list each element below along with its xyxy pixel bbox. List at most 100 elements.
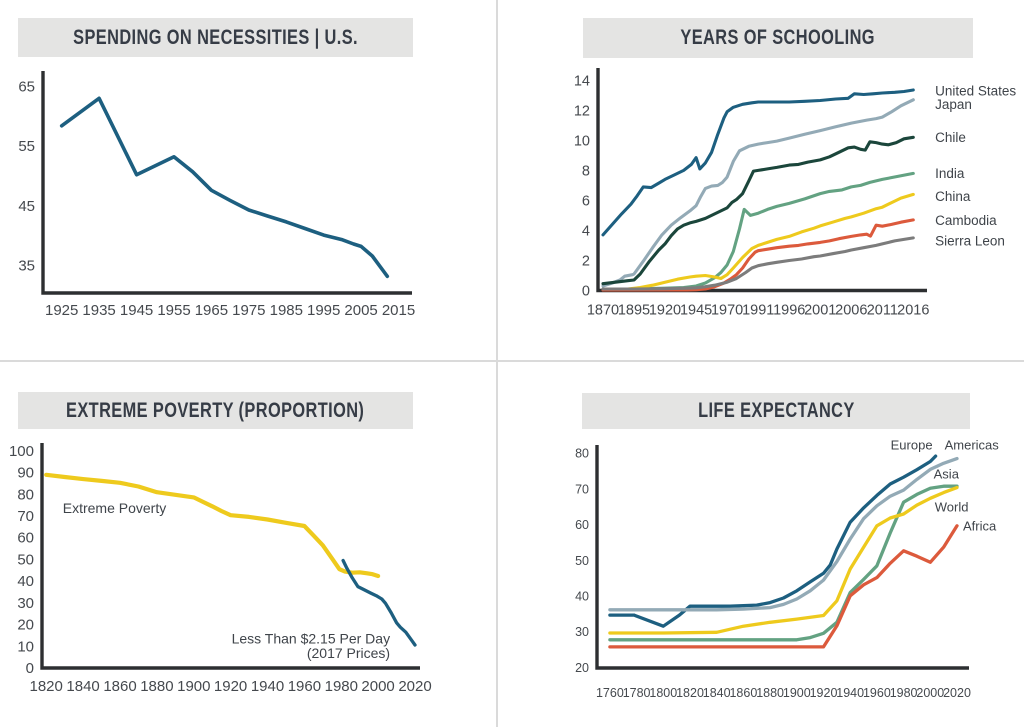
x-tick-label: 1900	[783, 686, 811, 700]
x-tick-label: 2016	[897, 303, 929, 319]
x-tick-label: 1940	[251, 678, 284, 695]
x-tick-label: 1996	[773, 303, 805, 319]
series-americas	[608, 456, 959, 612]
spending-necessities-chart: 35 45 55 65 1925 1935 1945 1955 1965 1975 1985 1995…	[0, 0, 497, 361]
x-tick-label: 1960	[863, 686, 891, 700]
x-tick-label: 1945	[680, 303, 712, 319]
series-label: China	[935, 189, 971, 204]
y-tick-label: 70	[575, 482, 589, 496]
x-tick-label: 1870	[587, 303, 619, 319]
x-tick-label: 1840	[703, 686, 731, 700]
series-sierra-leon	[601, 236, 915, 291]
series-extreme-poverty	[44, 472, 381, 579]
x-tick-label: 1970	[711, 303, 743, 319]
years-of-schooling-svg: 0246810121418701895192019451970199119962…	[574, 68, 1016, 319]
y-tick-label: 10	[574, 133, 590, 149]
chart-title-bar: EXTREME POVERTY (PROPORTION)	[18, 392, 413, 429]
years-of-schooling-chart: 0 2 4 6 8 10 12 14 1870 1895 1920 1945 1970 1991 1996 2…	[497, 0, 1024, 361]
x-tick-label: 2001	[804, 303, 836, 319]
y-tick-label: 100	[9, 443, 34, 460]
x-tick-label: 1980	[890, 686, 918, 700]
x-tick-label: 1985	[270, 302, 303, 319]
annotation: Less Than $2.15 Per Day	[232, 631, 391, 647]
series-label: United States	[935, 83, 1016, 98]
x-tick-label: 1895	[618, 303, 650, 319]
axis-lines	[595, 445, 969, 670]
y-tick-label: 50	[575, 554, 589, 568]
y-tick-label: 4	[582, 223, 590, 239]
annotation: (2017 Prices)	[307, 645, 390, 661]
axis-lines	[41, 71, 412, 295]
series-less-than-2-15-per-day-2017-prices-	[341, 558, 417, 647]
y-tick-label: 6	[582, 193, 590, 209]
x-tick-label: 1920	[649, 303, 681, 319]
series-spending-on-necessities-u-s-	[59, 96, 390, 279]
life-expectancy-chart: 20 30 40 50 60 70 80 1760 1780 1800 1820 1840 1860 18…	[497, 361, 1024, 727]
y-tick-label: 30	[17, 595, 34, 612]
panel-spending-necessities: 35 45 55 65 1925 1935 1945 1955 1965 1975 1985 1995…	[0, 0, 497, 361]
y-tick-label: 14	[574, 73, 590, 89]
annotation: Extreme Poverty	[63, 500, 166, 516]
series-chile	[601, 135, 915, 286]
y-tick-label: 65	[18, 78, 35, 95]
x-tick-label: 1860	[103, 678, 136, 695]
x-tick-label: 1991	[742, 303, 774, 319]
x-tick-label: 1940	[836, 686, 864, 700]
panel-years-of-schooling: 0 2 4 6 8 10 12 14 1870 1895 1920 1945 1970 1991 1996 2…	[497, 0, 1024, 361]
chart-title-bar: LIFE EXPECTANCY	[582, 393, 970, 429]
series-label: India	[935, 166, 965, 181]
series-label: Chile	[935, 130, 966, 145]
divider-horizontal	[0, 360, 1024, 362]
y-tick-label: 45	[18, 198, 35, 215]
series-india	[601, 171, 915, 291]
x-tick-label: 1995	[307, 302, 340, 319]
y-tick-label: 70	[17, 508, 34, 525]
axis-lines	[40, 443, 420, 670]
spending-on-necessities-us-svg: 35 45 55 65 1925 1935 1945 1955 1965 1975 1985 1995…	[18, 71, 415, 319]
x-tick-label: 1820	[676, 686, 704, 700]
x-tick-label: 2011	[867, 303, 898, 319]
annotation: Asia	[934, 467, 960, 482]
x-tick-label: 1880	[756, 686, 784, 700]
y-tick-label: 60	[17, 530, 34, 547]
y-tick-label: 2	[582, 253, 590, 269]
x-tick-label: 1980	[325, 678, 358, 695]
chart-title: SPENDING ON NECESSITIES | U.S.	[73, 25, 358, 49]
series-cambodia	[601, 218, 915, 292]
series-label: Cambodia	[935, 213, 997, 228]
x-tick-label: 1955	[157, 302, 190, 319]
y-tick-label: 60	[575, 518, 589, 532]
annotation: World	[935, 500, 969, 515]
annotation: Americas	[945, 437, 1000, 452]
series-label: Sierra Leon	[935, 233, 1005, 248]
x-tick-label: 1945	[120, 302, 153, 319]
y-tick-label: 40	[17, 573, 34, 590]
annotation: Africa	[963, 519, 997, 534]
x-tick-label: 2006	[835, 303, 867, 319]
x-tick-label: 1880	[140, 678, 173, 695]
x-tick-label: 2020	[398, 678, 431, 695]
x-tick-label: 1800	[649, 686, 677, 700]
chart-title: EXTREME POVERTY (PROPORTION)	[66, 398, 365, 422]
y-tick-label: 90	[17, 465, 34, 482]
extreme-poverty-chart: 0 10 20 30 40 50 60 70 80 90 100 1820 1840 1860 1880 19…	[0, 361, 497, 727]
y-tick-label: 40	[575, 589, 589, 603]
y-tick-label: 55	[18, 138, 35, 155]
life-expectancy-svg: 20 30 40 50 60 70 80 17601780180018201840186018…	[575, 437, 1000, 700]
series-label: Japan	[935, 97, 972, 112]
x-tick-label: 1975	[232, 302, 265, 319]
x-tick-label: 1920	[810, 686, 838, 700]
x-tick-label: 1900	[177, 678, 210, 695]
x-tick-label: 1960	[288, 678, 321, 695]
x-tick-label: 2000	[361, 678, 394, 695]
y-tick-label: 30	[575, 625, 589, 639]
annotation: Europe	[891, 437, 933, 452]
y-tick-label: 50	[17, 551, 34, 568]
x-tick-label: 2015	[382, 302, 415, 319]
divider-vertical	[496, 0, 498, 727]
y-tick-label: 20	[575, 661, 589, 675]
y-tick-label: 8	[582, 163, 590, 179]
series-asia	[608, 484, 959, 642]
x-tick-label: 1925	[45, 302, 78, 319]
